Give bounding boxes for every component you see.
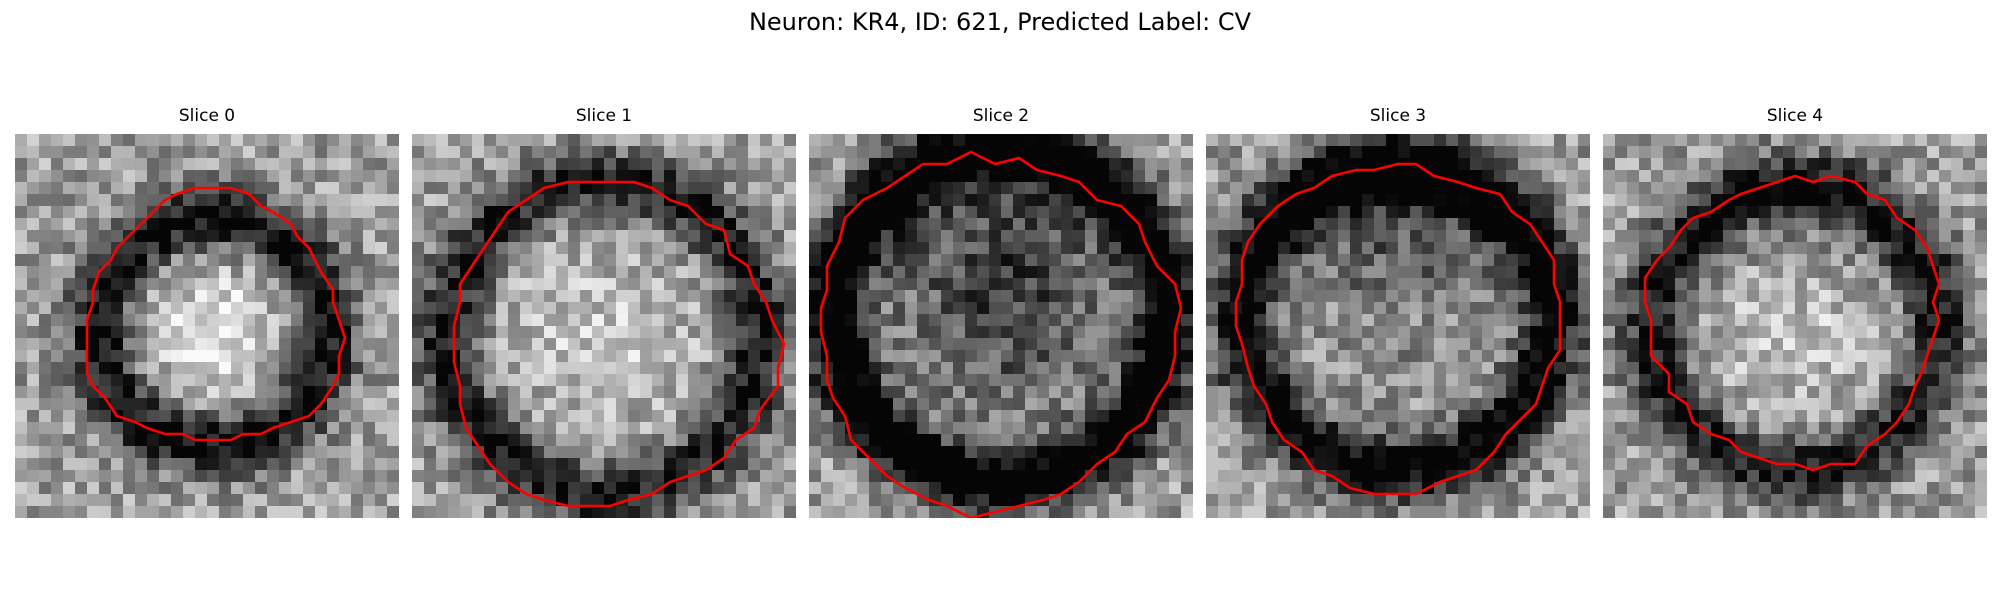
slice-image: [809, 134, 1193, 518]
slice-image: [15, 134, 399, 518]
segmentation-contour: [1643, 174, 1941, 472]
segmentation-contour: [1234, 162, 1562, 496]
slice-image: [1206, 134, 1590, 518]
segmentation-contour: [819, 150, 1183, 518]
slice-title: Slice 2: [972, 106, 1030, 126]
slice-image: [1603, 134, 1987, 518]
slice-title: Slice 0: [178, 106, 236, 126]
segmentation-contour: [452, 180, 786, 508]
slice-title: Slice 4: [1766, 106, 1824, 126]
slice-title: Slice 1: [575, 106, 633, 126]
slice-title: Slice 3: [1369, 106, 1427, 126]
slice-image: [412, 134, 796, 518]
figure-title: Neuron: KR4, ID: 621, Predicted Label: C…: [748, 8, 1252, 36]
segmentation-contour: [85, 186, 347, 442]
